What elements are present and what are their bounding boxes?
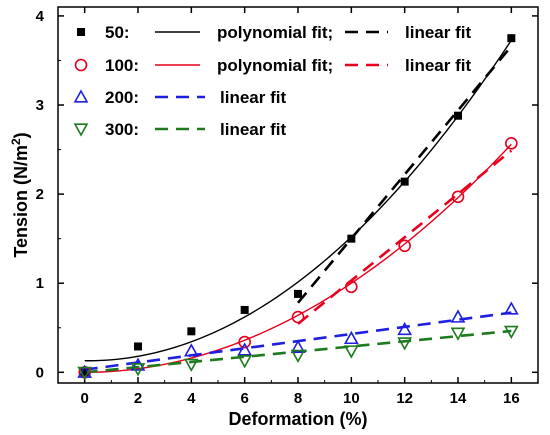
legend-series-name: 50: [105, 23, 130, 42]
data-point-series-2 [397, 321, 413, 336]
legend-linfit-label: linear fit [220, 120, 286, 139]
legend-linfit-label: linear fit [220, 88, 286, 107]
data-point-series-1 [345, 280, 358, 294]
y-tick-label: 2 [36, 186, 44, 203]
data-point-series-0 [240, 305, 249, 314]
legend-marker-3 [73, 123, 89, 137]
data-point-series-3 [397, 337, 413, 351]
data-point-series-0 [347, 234, 356, 243]
linear-fit-line-1 [297, 149, 513, 325]
legend-series-name: 200: [105, 88, 139, 107]
x-tick-label: 8 [294, 390, 302, 407]
x-tick-label: 4 [187, 390, 196, 407]
x-axis-title: Deformation (%) [229, 409, 368, 429]
y-tick-label: 3 [36, 97, 44, 114]
data-point-series-2 [237, 342, 253, 356]
data-point-series-3 [77, 366, 93, 380]
x-tick-label: 10 [343, 390, 360, 407]
data-point-series-2 [183, 343, 199, 357]
x-tick-label: 14 [450, 390, 467, 407]
data-point-series-3 [130, 363, 146, 377]
data-point-series-0 [400, 177, 409, 186]
data-point-series-0 [294, 289, 302, 298]
legend: 50: polynomial fit; linear fit 100: polynomi… [73, 23, 471, 139]
legend-marker-0 [77, 28, 85, 36]
y-tick-label: 1 [36, 275, 44, 292]
data-point-series-3 [450, 327, 466, 341]
data-point-series-3 [183, 358, 199, 372]
data-point-series-0 [454, 111, 462, 120]
y-axis-title: Tension (N/m2) [9, 132, 31, 257]
linear-fit-line-0 [297, 45, 513, 304]
data-point-series-2 [503, 301, 519, 315]
data-point-series-2 [290, 339, 306, 353]
data-point-series-2 [450, 309, 466, 323]
x-tick-label: 16 [503, 390, 520, 407]
data-point-series-1 [505, 137, 518, 150]
data-point-series-2 [343, 330, 359, 345]
legend-series-name: 100: [105, 56, 139, 75]
x-tick-label: 0 [80, 390, 88, 407]
data-point-series-0 [187, 327, 196, 336]
polynomial-fit-line-0 [84, 39, 512, 362]
data-point-series-0 [134, 342, 142, 351]
y-tick-label: 4 [36, 8, 45, 25]
data-point-series-3 [343, 345, 359, 359]
legend-linfit-label: linear fit [405, 56, 471, 75]
x-tick-label: 12 [396, 390, 413, 407]
data-point-series-1 [238, 335, 251, 349]
data-point-series-0 [507, 34, 516, 43]
data-point-series-1 [398, 239, 411, 253]
x-tick-label: 6 [240, 390, 248, 407]
data-point-series-1 [291, 310, 305, 324]
data-point-series-0 [80, 368, 89, 377]
data-point-series-3 [290, 349, 306, 364]
legend-marker-1 [74, 58, 88, 72]
legend-polyfit-label: polynomial fit; [217, 56, 333, 75]
legend-linfit-label: linear fit [405, 23, 471, 42]
data-point-series-3 [237, 355, 253, 369]
legend-marker-2 [73, 89, 89, 103]
y-tick-label: 0 [36, 364, 44, 381]
legend-polyfit-label: polynomial fit; [217, 23, 333, 42]
data-point-series-1 [451, 190, 465, 204]
x-tick-label: 2 [134, 390, 142, 407]
legend-series-name: 300: [105, 120, 139, 139]
data-point-series-3 [503, 325, 519, 339]
